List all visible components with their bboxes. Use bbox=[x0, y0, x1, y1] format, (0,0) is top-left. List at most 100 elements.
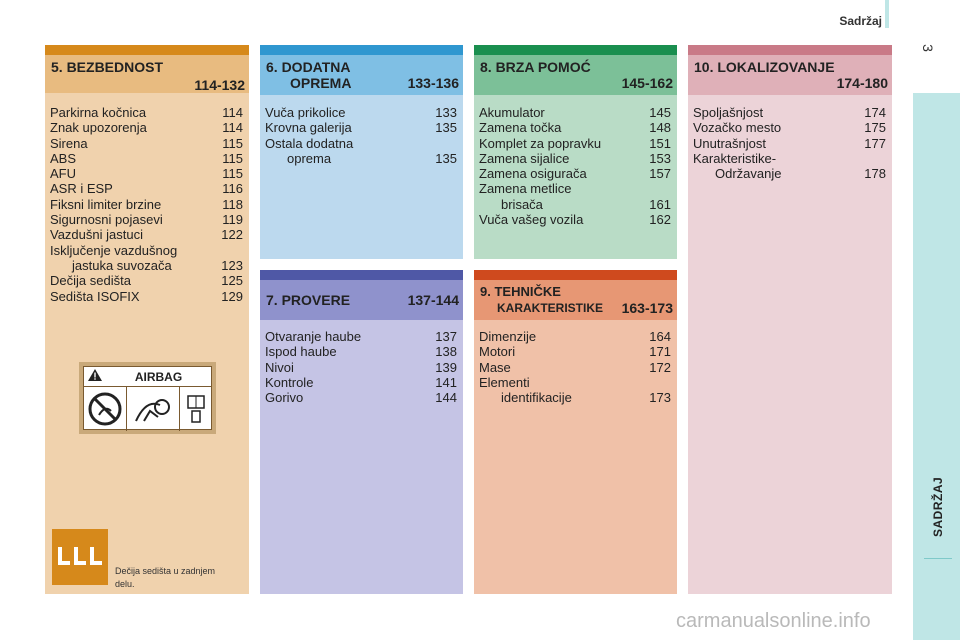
section-6-header[interactable]: 6. DODATNA OPREMA 133-136 bbox=[260, 55, 463, 95]
toc-item-label: ASR i ESP bbox=[50, 181, 113, 197]
toc-item[interactable]: Znak upozorenja 114 bbox=[50, 120, 244, 135]
toc-item-label: Karakteristike- bbox=[693, 150, 777, 166]
toc-item-label: Dečija sedišta bbox=[50, 273, 131, 289]
section-5-range: 114-132 bbox=[194, 77, 245, 93]
toc-item[interactable]: Spoljašnjost 174 bbox=[693, 105, 887, 120]
toc-item[interactable]: Mase 172 bbox=[479, 360, 672, 375]
section-9-topbar bbox=[474, 270, 677, 280]
header-rule bbox=[885, 0, 889, 28]
toc-item-label: Fiksni limiter brzine bbox=[50, 196, 162, 212]
toc-item[interactable]: Isključenje vazdušnog bbox=[50, 243, 244, 258]
toc-item[interactable]: Ispod haube 138 bbox=[265, 344, 458, 359]
toc-item[interactable]: Ostala dodatna bbox=[265, 136, 458, 151]
toc-item-page: 114 bbox=[222, 120, 243, 136]
toc-item-label: Motori bbox=[479, 344, 516, 360]
toc-item-label: Znak upozorenja bbox=[50, 120, 147, 136]
child-seat-caption: Dečija sedišta u zadnjem delu. bbox=[115, 566, 216, 589]
toc-item-label: Sedišta ISOFIX bbox=[50, 288, 140, 304]
toc-item[interactable]: Vozačko mesto 175 bbox=[693, 120, 887, 135]
toc-item[interactable]: AFU 115 bbox=[50, 166, 244, 181]
toc-item[interactable]: Nivoi 139 bbox=[265, 360, 458, 375]
section-8-header[interactable]: 8. BRZA POMOĆ 145-162 bbox=[474, 55, 677, 95]
toc-item-label: ABS bbox=[50, 150, 77, 166]
toc-item[interactable]: Vuča vašeg vozila 162 bbox=[479, 212, 672, 227]
toc-item[interactable]: Otvaranje haube 137 bbox=[265, 329, 458, 344]
toc-item[interactable]: oprema 135 bbox=[265, 151, 458, 166]
section-8-topbar bbox=[474, 45, 677, 55]
toc-item[interactable]: Vuča prikolice 133 bbox=[265, 105, 458, 120]
toc-item-page bbox=[671, 181, 672, 196]
toc-item[interactable]: Fiksni limiter brzine 118 bbox=[50, 197, 244, 212]
toc-item-page: 122 bbox=[221, 227, 243, 243]
toc-item-label: Elementi bbox=[479, 374, 530, 390]
toc-item[interactable]: Zamena metlice bbox=[479, 181, 672, 196]
toc-item[interactable]: identifikacije 173 bbox=[479, 390, 672, 405]
section-8-items: Akumulator 145 Zamena točka 148 Komplet za p… bbox=[474, 105, 677, 227]
sidebar-divider bbox=[924, 558, 952, 559]
section-5-topbar bbox=[45, 45, 249, 55]
toc-item[interactable]: Komplet za popravku 151 bbox=[479, 136, 672, 151]
toc-item-page: 178 bbox=[864, 166, 886, 182]
toc-item-label: brisača bbox=[501, 196, 543, 212]
toc-item[interactable]: Akumulator 145 bbox=[479, 105, 672, 120]
toc-item[interactable]: Parkirna kočnica 114 bbox=[50, 105, 244, 120]
toc-item[interactable]: Dimenzije 164 bbox=[479, 329, 672, 344]
toc-item-label: identifikacije bbox=[501, 390, 572, 406]
toc-item[interactable]: Sedišta ISOFIX 129 bbox=[50, 289, 244, 304]
toc-item-page: 162 bbox=[649, 212, 671, 228]
toc-item[interactable]: Kontrole 141 bbox=[265, 375, 458, 390]
toc-item[interactable]: Sirena 115 bbox=[50, 136, 244, 151]
toc-item-label: Zamena osigurača bbox=[479, 166, 587, 182]
toc-item[interactable]: Krovna galerija 135 bbox=[265, 120, 458, 135]
toc-item[interactable]: brisača 161 bbox=[479, 197, 672, 212]
toc-item-page: 114 bbox=[222, 105, 243, 120]
toc-item-page: 116 bbox=[222, 181, 243, 197]
toc-item[interactable]: Zamena osigurača 157 bbox=[479, 166, 672, 181]
toc-item-page: 137 bbox=[435, 329, 457, 344]
side-panel bbox=[913, 93, 960, 640]
toc-item-page: 144 bbox=[435, 390, 457, 406]
toc-item[interactable]: jastuka suvozača 123 bbox=[50, 258, 244, 273]
toc-item[interactable]: Gorivo 144 bbox=[265, 390, 458, 405]
toc-item-page: 175 bbox=[864, 120, 886, 136]
section-10-card: 10. LOKALIZOVANJE 174-180 Spoljašnjost 17… bbox=[688, 45, 892, 594]
section-7-range: 137-144 bbox=[407, 292, 459, 308]
section-10-title: 10. LOKALIZOVANJE bbox=[694, 59, 835, 75]
toc-item-page: 145 bbox=[649, 105, 671, 120]
section-7-header[interactable]: 7. PROVERE 137-144 bbox=[260, 280, 463, 320]
toc-item-label: Otvaranje haube bbox=[265, 329, 362, 344]
toc-item[interactable]: Zamena točka 148 bbox=[479, 120, 672, 135]
toc-item[interactable]: Održavanje 178 bbox=[693, 166, 887, 181]
toc-item[interactable]: Unutrašnjost 177 bbox=[693, 136, 887, 151]
toc-item-label: Mase bbox=[479, 359, 511, 375]
toc-item[interactable]: ASR i ESP 116 bbox=[50, 181, 244, 196]
section-8-title: 8. BRZA POMOĆ bbox=[480, 59, 591, 75]
toc-item[interactable]: Karakteristike- bbox=[693, 151, 887, 166]
toc-item-label: Krovna galerija bbox=[265, 120, 352, 136]
toc-item-page: 171 bbox=[649, 344, 671, 360]
section-10-header[interactable]: 10. LOKALIZOVANJE 174-180 bbox=[688, 55, 892, 95]
section-5-header[interactable]: 5. BEZBEDNOST 114-132 bbox=[45, 55, 249, 93]
toc-item-label: Kontrole bbox=[265, 374, 314, 390]
section-9-header[interactable]: 9. TEHNIČKE KARAKTERISTIKE 163-173 bbox=[474, 280, 677, 320]
toc-item[interactable]: Sigurnosni pojasevi 119 bbox=[50, 212, 244, 227]
toc-item-page: 174 bbox=[864, 105, 886, 120]
toc-item-label: Zamena točka bbox=[479, 120, 562, 136]
toc-item[interactable]: Zamena sijalice 153 bbox=[479, 151, 672, 166]
toc-item-page: 138 bbox=[435, 344, 457, 360]
toc-item-label: Vazdušni jastuci bbox=[50, 227, 143, 243]
toc-item-label: Vuča vašeg vozila bbox=[479, 212, 584, 228]
toc-item-label: AFU bbox=[50, 166, 76, 182]
toc-item-page bbox=[457, 136, 458, 151]
toc-item-label: Unutrašnjost bbox=[693, 135, 766, 151]
toc-item[interactable]: Vazdušni jastuci 122 bbox=[50, 227, 244, 242]
toc-item[interactable]: Motori 171 bbox=[479, 344, 672, 359]
toc-item[interactable]: ABS 115 bbox=[50, 151, 244, 166]
toc-item[interactable]: Elementi bbox=[479, 375, 672, 390]
toc-item-page: 141 bbox=[435, 374, 457, 390]
toc-item-page: 135 bbox=[435, 120, 457, 136]
toc-item-page: 139 bbox=[435, 359, 457, 375]
toc-item-page bbox=[886, 151, 887, 166]
toc-item-page bbox=[671, 375, 672, 390]
toc-item[interactable]: Dečija sedišta 125 bbox=[50, 273, 244, 288]
